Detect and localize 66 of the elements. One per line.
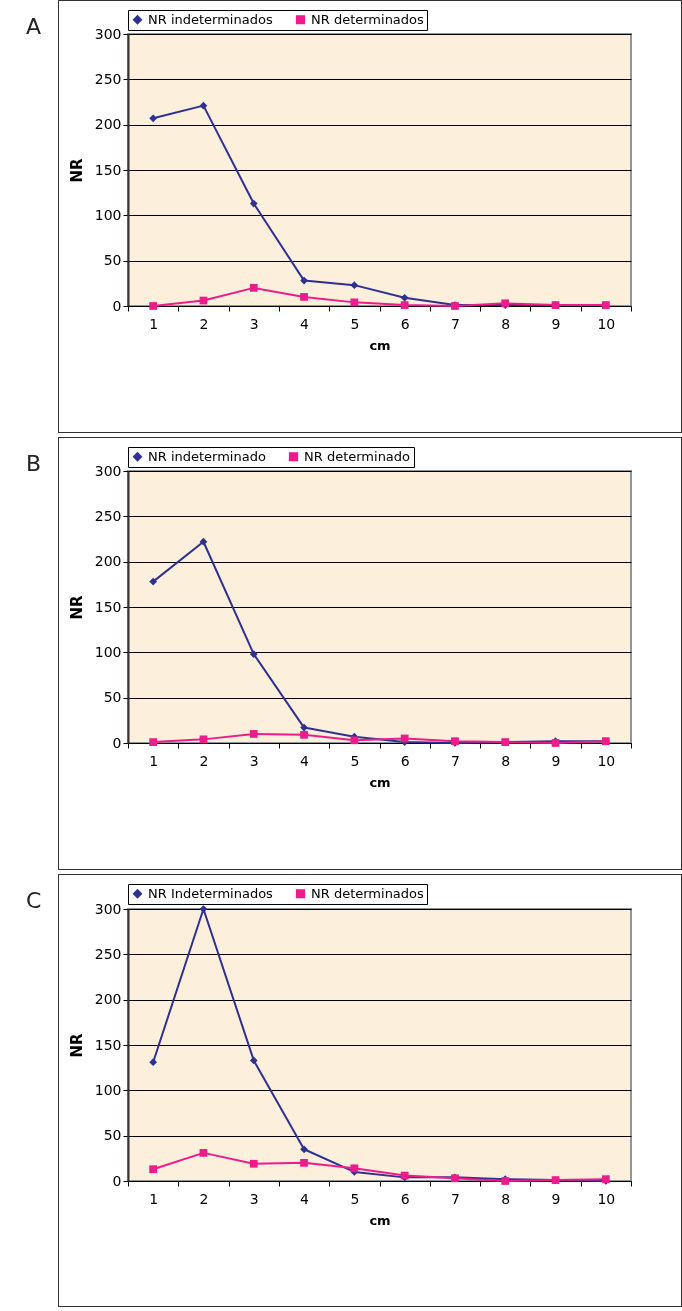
- y-tick-label: 50: [103, 252, 122, 269]
- y-tick-label: 300: [94, 900, 122, 917]
- y-tick-label: 0: [112, 1172, 122, 1189]
- x-tick-label: 2: [199, 315, 209, 332]
- legend-label: NR indeterminados: [148, 11, 273, 27]
- x-tick-label: 6: [400, 752, 410, 769]
- y-tick-label: 50: [103, 689, 122, 706]
- x-tick-label: 2: [199, 1190, 209, 1207]
- y-tick-label: 300: [94, 462, 122, 479]
- y-axis-title: NR: [67, 1033, 86, 1058]
- legend-label: NR determinados: [311, 885, 425, 901]
- chart-title: B: [26, 451, 42, 476]
- x-tick-label: 4: [300, 1190, 310, 1207]
- legend-label: NR indeterminado: [148, 448, 266, 464]
- x-tick-label: 5: [350, 1190, 360, 1207]
- y-tick-label: 0: [112, 734, 122, 751]
- x-tick-label: 5: [350, 752, 360, 769]
- y-axis-title: NR: [67, 158, 86, 183]
- x-tick-label: 3: [249, 1190, 259, 1207]
- x-tick-label: 6: [400, 315, 410, 332]
- y-tick-label: 100: [94, 1081, 122, 1098]
- x-tick-label: 7: [450, 1190, 460, 1207]
- x-tick-label: 10: [597, 315, 616, 332]
- x-tick-label: 9: [551, 315, 561, 332]
- x-tick-label: 7: [450, 752, 460, 769]
- y-tick-label: 250: [94, 945, 122, 962]
- x-tick-label: 8: [501, 1190, 511, 1207]
- x-tick-label: 6: [400, 1190, 410, 1207]
- x-tick-label: 1: [149, 752, 159, 769]
- legend-label: NR determinados: [311, 11, 425, 27]
- y-tick-label: 150: [94, 161, 122, 178]
- chart-title: C: [26, 888, 42, 913]
- y-tick-label: 200: [94, 553, 122, 570]
- legend-label: NR Indeterminados: [148, 885, 274, 901]
- legend-label: NR determinado: [304, 448, 411, 464]
- x-tick-label: 3: [249, 752, 259, 769]
- x-tick-label: 4: [300, 315, 310, 332]
- x-tick-label: 7: [450, 315, 460, 332]
- x-tick-label: 5: [350, 315, 360, 332]
- x-tick-label: 1: [149, 1190, 159, 1207]
- x-axis-title: cm: [369, 1212, 391, 1228]
- y-tick-label: 200: [94, 991, 122, 1008]
- y-tick-label: 150: [94, 598, 122, 615]
- y-axis-title: NR: [67, 595, 86, 620]
- x-axis-title: cm: [369, 774, 391, 790]
- y-tick-label: 100: [94, 206, 122, 223]
- x-tick-label: 2: [199, 752, 209, 769]
- x-axis-title: cm: [369, 337, 391, 353]
- x-tick-label: 8: [501, 752, 511, 769]
- y-tick-label: 250: [94, 507, 122, 524]
- y-tick-label: 0: [112, 297, 122, 314]
- x-tick-label: 4: [300, 752, 310, 769]
- y-tick-label: 250: [94, 70, 122, 87]
- y-tick-label: 300: [94, 25, 122, 42]
- x-tick-label: 3: [249, 315, 259, 332]
- x-tick-label: 8: [501, 315, 511, 332]
- x-tick-label: 10: [597, 1190, 616, 1207]
- chart-title: A: [26, 14, 42, 39]
- x-tick-label: 1: [149, 315, 159, 332]
- y-tick-label: 200: [94, 116, 122, 133]
- x-tick-label: 9: [551, 752, 561, 769]
- y-tick-label: 150: [94, 1036, 122, 1053]
- x-tick-label: 10: [597, 752, 616, 769]
- y-tick-label: 50: [103, 1127, 122, 1144]
- y-tick-label: 100: [94, 643, 122, 660]
- x-tick-label: 9: [551, 1190, 561, 1207]
